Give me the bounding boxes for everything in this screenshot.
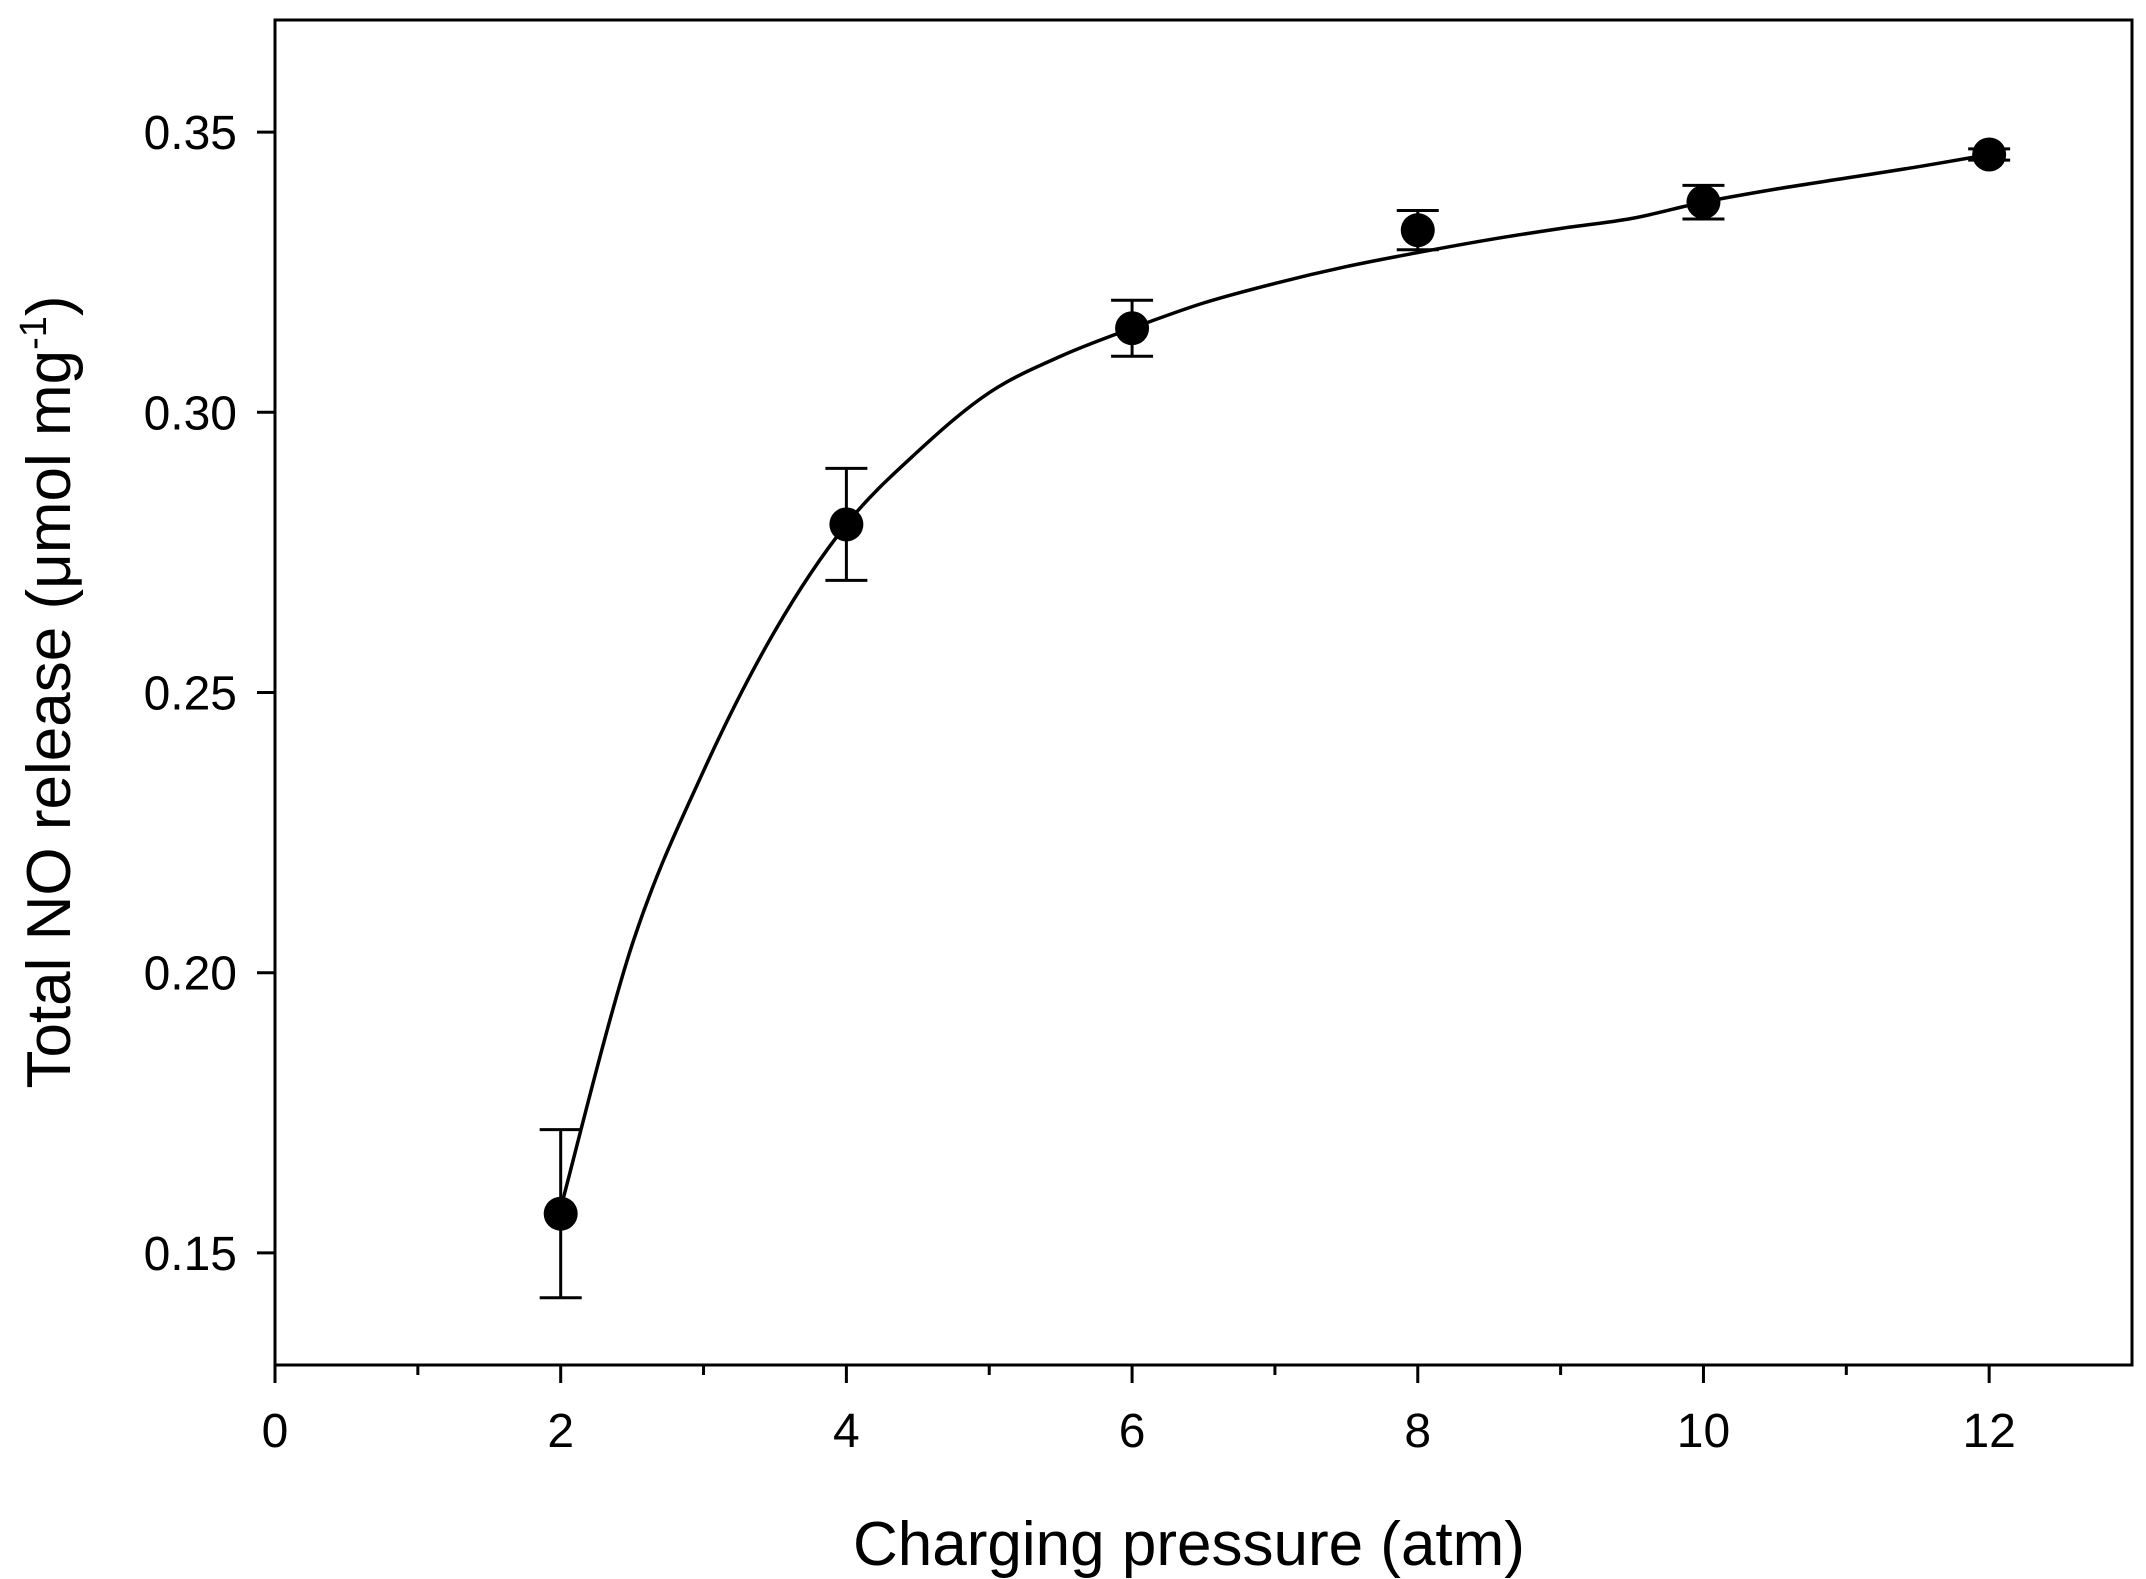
data-point (1115, 311, 1150, 346)
x-axis-title: Charging pressure (atm) (853, 1510, 1525, 1579)
x-tick-label: 10 (1677, 1405, 1730, 1458)
data-point (829, 507, 864, 542)
y-tick-label: 0.30 (144, 387, 237, 440)
x-tick-label: 8 (1404, 1405, 1431, 1458)
data-point (1972, 137, 2007, 172)
y-tick-label: 0.25 (144, 668, 237, 721)
data-points (543, 137, 2007, 1231)
x-tick-label: 0 (262, 1405, 289, 1458)
fit-layer (559, 152, 1990, 1209)
y-axis-title-close: ) (15, 295, 84, 316)
data-point (1686, 185, 1721, 220)
data-point (543, 1196, 578, 1231)
y-axis-title: Total NO release (μmol mg-1) (13, 295, 84, 1088)
y-tick-label: 0.20 (144, 948, 237, 1001)
data-point (1400, 213, 1435, 248)
x-tick-label: 4 (833, 1405, 860, 1458)
x-tick-label: 12 (1962, 1405, 2015, 1458)
y-tick-label: 0.15 (144, 1228, 237, 1281)
y-tick-label: 0.35 (144, 107, 237, 160)
fit-curve-line (559, 152, 1990, 1209)
x-tick-label: 2 (547, 1405, 574, 1458)
x-axis-ticks: 0 2 4 6 8 10 12 (262, 1365, 2016, 1458)
plot-frame (273, 18, 2134, 1367)
y-axis-title-main: Total NO release ( (15, 589, 84, 1089)
y-axis-title-unit: μmol mg (15, 350, 84, 589)
error-bars (539, 147, 2011, 1300)
x-tick-label: 6 (1119, 1405, 1146, 1458)
y-axis-title-exponent: -1 (13, 316, 55, 350)
y-axis-ticks: 0.15 0.20 0.25 0.30 0.35 (144, 107, 275, 1281)
